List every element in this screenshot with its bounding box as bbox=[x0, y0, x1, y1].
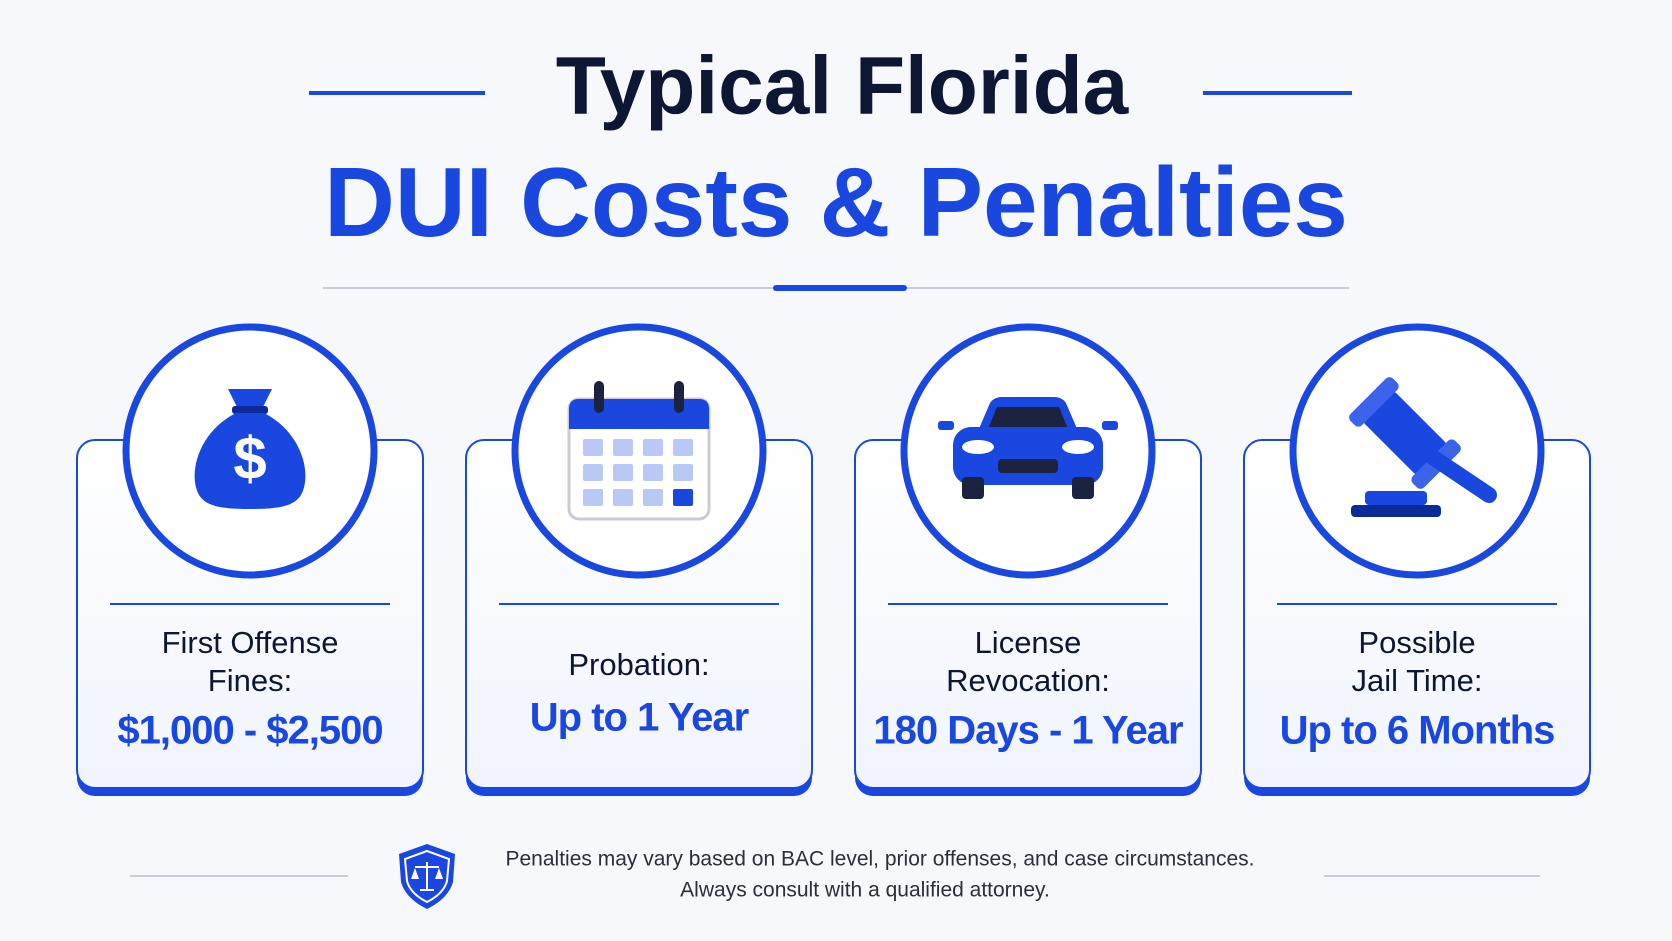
calendar-day bbox=[583, 489, 603, 506]
gavel-cap bbox=[1349, 377, 1399, 427]
calendar-day bbox=[673, 439, 693, 456]
icon bbox=[1349, 377, 1497, 517]
title-line-1: Typical Florida bbox=[556, 41, 1130, 132]
calendar-day bbox=[643, 439, 663, 456]
dollar-sign: $ bbox=[233, 425, 266, 492]
card-value: Up to 1 Year bbox=[530, 696, 749, 740]
calendar-ring bbox=[594, 381, 604, 413]
wheel bbox=[1072, 477, 1094, 499]
card-label: First Offense bbox=[162, 625, 339, 660]
card-label: Possible bbox=[1358, 625, 1475, 660]
car-body bbox=[953, 427, 1103, 485]
calendar-day bbox=[583, 439, 603, 456]
gavel-handle bbox=[1414, 442, 1497, 503]
sound-block bbox=[1365, 491, 1427, 505]
calendar-ring bbox=[674, 381, 684, 413]
headlight bbox=[962, 440, 994, 454]
icon: $ bbox=[194, 389, 306, 509]
footer-line-1: Penalties may vary based on BAC level, p… bbox=[506, 848, 1255, 871]
calendar-day bbox=[613, 464, 633, 481]
card: Probation: Up to 1 Year bbox=[465, 323, 813, 796]
car-window bbox=[988, 407, 1068, 429]
calendar-head bbox=[569, 399, 709, 429]
calendar-day bbox=[613, 439, 633, 456]
card-label: Probation: bbox=[568, 647, 709, 682]
card-value: 180 Days - 1 Year bbox=[873, 709, 1183, 753]
icon bbox=[938, 397, 1118, 499]
title-line-2: DUI Costs & Penalties bbox=[324, 147, 1348, 257]
card-value: $1,000 - $2,500 bbox=[117, 709, 382, 753]
headlight bbox=[1062, 440, 1094, 454]
wheel bbox=[962, 477, 984, 499]
bag-top bbox=[228, 389, 272, 409]
bag-body bbox=[194, 413, 306, 509]
shield-icon bbox=[399, 844, 455, 909]
card-value: Up to 6 Months bbox=[1280, 709, 1555, 753]
grille bbox=[998, 459, 1058, 473]
icon bbox=[567, 381, 711, 521]
bag-tie bbox=[232, 406, 268, 414]
calendar-day bbox=[673, 489, 693, 506]
mirror bbox=[938, 421, 954, 430]
footer-line-2: Always consult with a qualified attorney… bbox=[680, 879, 1050, 902]
calendar-day bbox=[613, 489, 633, 506]
calendar-day bbox=[643, 464, 663, 481]
sound-base bbox=[1351, 505, 1441, 517]
card-label: Jail Time: bbox=[1352, 663, 1483, 698]
calendar-day bbox=[583, 464, 603, 481]
card-label: Revocation: bbox=[946, 663, 1110, 698]
card-label: License bbox=[975, 625, 1082, 660]
calendar-day bbox=[643, 489, 663, 506]
calendar-day bbox=[673, 464, 693, 481]
card-label: Fines: bbox=[208, 663, 292, 698]
mirror bbox=[1102, 421, 1118, 430]
